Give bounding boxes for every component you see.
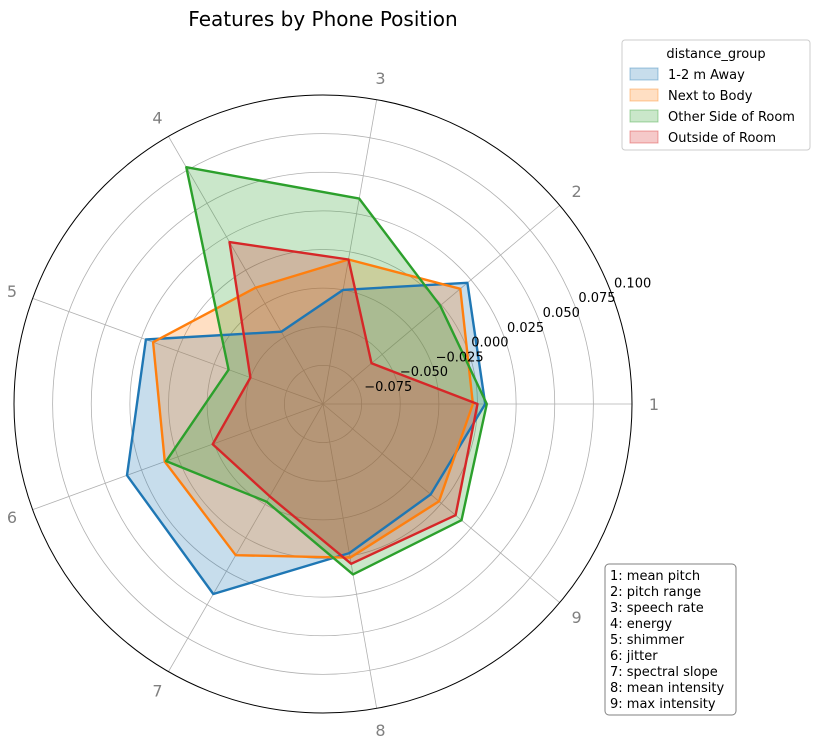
feature-key-line-7: 7: spectral slope — [610, 665, 718, 680]
category-label-1: 1 — [649, 395, 659, 414]
feature-key-line-8: 8: mean intensity — [610, 681, 724, 696]
spoke-6 — [32, 403, 324, 511]
feature-key-line-1: 1: mean pitch — [610, 569, 700, 584]
spoke-3 — [322, 99, 378, 405]
series-fill-3 — [212, 242, 478, 564]
chart-title: Features by Phone Position — [188, 7, 457, 31]
legend-entry-3: Outside of Room — [668, 131, 776, 146]
series-layer — [125, 165, 488, 596]
radial-tick-1: −0.050 — [400, 365, 448, 380]
feature-key-line-6: 6: jitter — [610, 649, 658, 664]
spoke-5 — [32, 297, 324, 405]
legend-swatch-1 — [629, 88, 659, 102]
legend-box — [621, 39, 811, 151]
radial-tick-7: 0.100 — [614, 276, 651, 291]
legend: distance_group 1-2 m Away Next to Body Othe… — [621, 39, 811, 151]
radial-tick-5: 0.050 — [543, 306, 580, 321]
radial-tick-6: 0.075 — [578, 291, 615, 306]
feature-key-box — [604, 563, 737, 716]
outer-frame — [13, 94, 633, 714]
spoke-2 — [322, 205, 560, 405]
spoke-7 — [168, 403, 324, 672]
category-label-6: 6 — [7, 508, 17, 527]
polar-grid — [13, 94, 633, 714]
feature-key-line-4: 4: energy — [610, 617, 672, 632]
radial-tick-4: 0.025 — [507, 321, 544, 336]
series-line-3 — [211, 240, 479, 565]
category-label-5: 5 — [7, 282, 17, 301]
category-label-8: 8 — [375, 721, 385, 740]
series-line-2 — [164, 165, 488, 576]
category-label-7: 7 — [152, 682, 162, 701]
legend-entry-2: Other Side of Room — [668, 110, 795, 125]
category-label-3: 3 — [375, 69, 385, 88]
legend-entry-1: Next to Body — [668, 89, 753, 104]
axis-labels: −0.075−0.050−0.0250.0000.0250.0500.0750.… — [7, 69, 659, 740]
spoke-4 — [168, 136, 324, 405]
feature-key-line-3: 3: speech rate — [610, 601, 704, 616]
legend-entry-0: 1-2 m Away — [668, 68, 745, 83]
spoke-9 — [322, 403, 560, 603]
series-line-1 — [151, 258, 475, 559]
category-label-4: 4 — [152, 108, 162, 127]
category-label-9: 9 — [571, 608, 581, 627]
legend-swatch-0 — [629, 67, 659, 81]
legend-swatch-3 — [629, 130, 659, 144]
feature-key-line-9: 9: max intensity — [610, 697, 716, 712]
legend-swatch-2 — [629, 109, 659, 123]
series-fill-2 — [166, 167, 487, 575]
radial-tick-0: −0.075 — [364, 380, 412, 395]
radial-tick-3: 0.000 — [471, 336, 508, 351]
feature-key-line-2: 2: pitch range — [610, 585, 701, 600]
legend-title: distance_group — [666, 47, 765, 62]
series-fill-0 — [127, 282, 486, 594]
category-label-2: 2 — [571, 182, 581, 201]
radial-tick-2: −0.025 — [436, 350, 484, 365]
feature-key-line-5: 5: shimmer — [610, 633, 685, 648]
series-line-0 — [125, 281, 487, 596]
spoke-8 — [322, 403, 378, 709]
